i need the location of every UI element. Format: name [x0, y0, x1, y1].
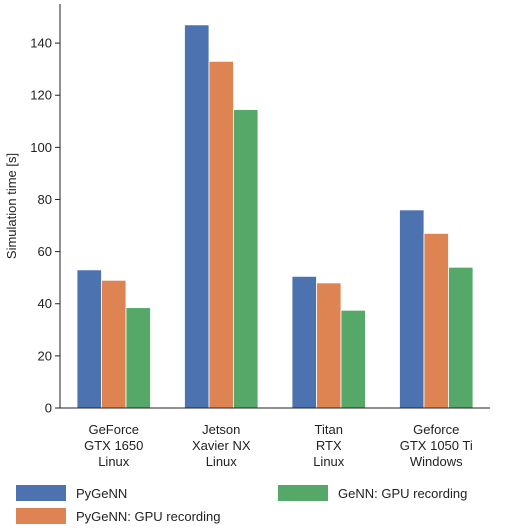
y-axis-ticks: 0 20 40 60 80 100 120 140 [30, 36, 60, 416]
legend-swatch [16, 485, 66, 501]
category-label: Windows [410, 454, 463, 469]
category-label: GTX 1050 Ti [400, 438, 473, 453]
category-label: Linux [98, 454, 130, 469]
bar [448, 266, 474, 409]
y-tick-label: 40 [38, 296, 52, 311]
category-label: Xavier NX [192, 438, 251, 453]
category-label: Titan [315, 422, 343, 437]
category-label: Geforce [413, 422, 459, 437]
y-axis-title: Simulation time [s] [4, 153, 19, 259]
legend: PyGeNN PyGeNN: GPU recording GeNN: GPU rec… [16, 485, 467, 524]
legend-swatch [278, 485, 328, 501]
bar [233, 109, 259, 409]
category-label: Linux [313, 454, 345, 469]
legend-label: PyGeNN [76, 486, 127, 501]
category-label: GeForce [88, 422, 139, 437]
category-label: GTX 1650 [84, 438, 143, 453]
legend-swatch [16, 508, 66, 524]
bars [76, 24, 474, 409]
category-label: Linux [206, 454, 238, 469]
legend-label: PyGeNN: GPU recording [76, 509, 221, 524]
category-label: RTX [316, 438, 342, 453]
y-tick-label: 140 [30, 36, 52, 51]
bar [101, 279, 127, 409]
legend-label: GeNN: GPU recording [338, 486, 467, 501]
bar [125, 307, 151, 409]
y-tick-label: 60 [38, 244, 52, 259]
bar [340, 309, 366, 409]
bar [76, 269, 102, 409]
bar [399, 209, 425, 409]
category-label: Jetson [202, 422, 240, 437]
bar [316, 282, 342, 409]
y-tick-label: 0 [45, 401, 52, 416]
y-tick-label: 80 [38, 192, 52, 207]
y-tick-label: 20 [38, 348, 52, 363]
y-tick-label: 100 [30, 140, 52, 155]
bar [291, 275, 317, 409]
y-tick-label: 120 [30, 88, 52, 103]
bar [423, 232, 449, 409]
bar [184, 24, 210, 409]
bar [208, 60, 234, 409]
